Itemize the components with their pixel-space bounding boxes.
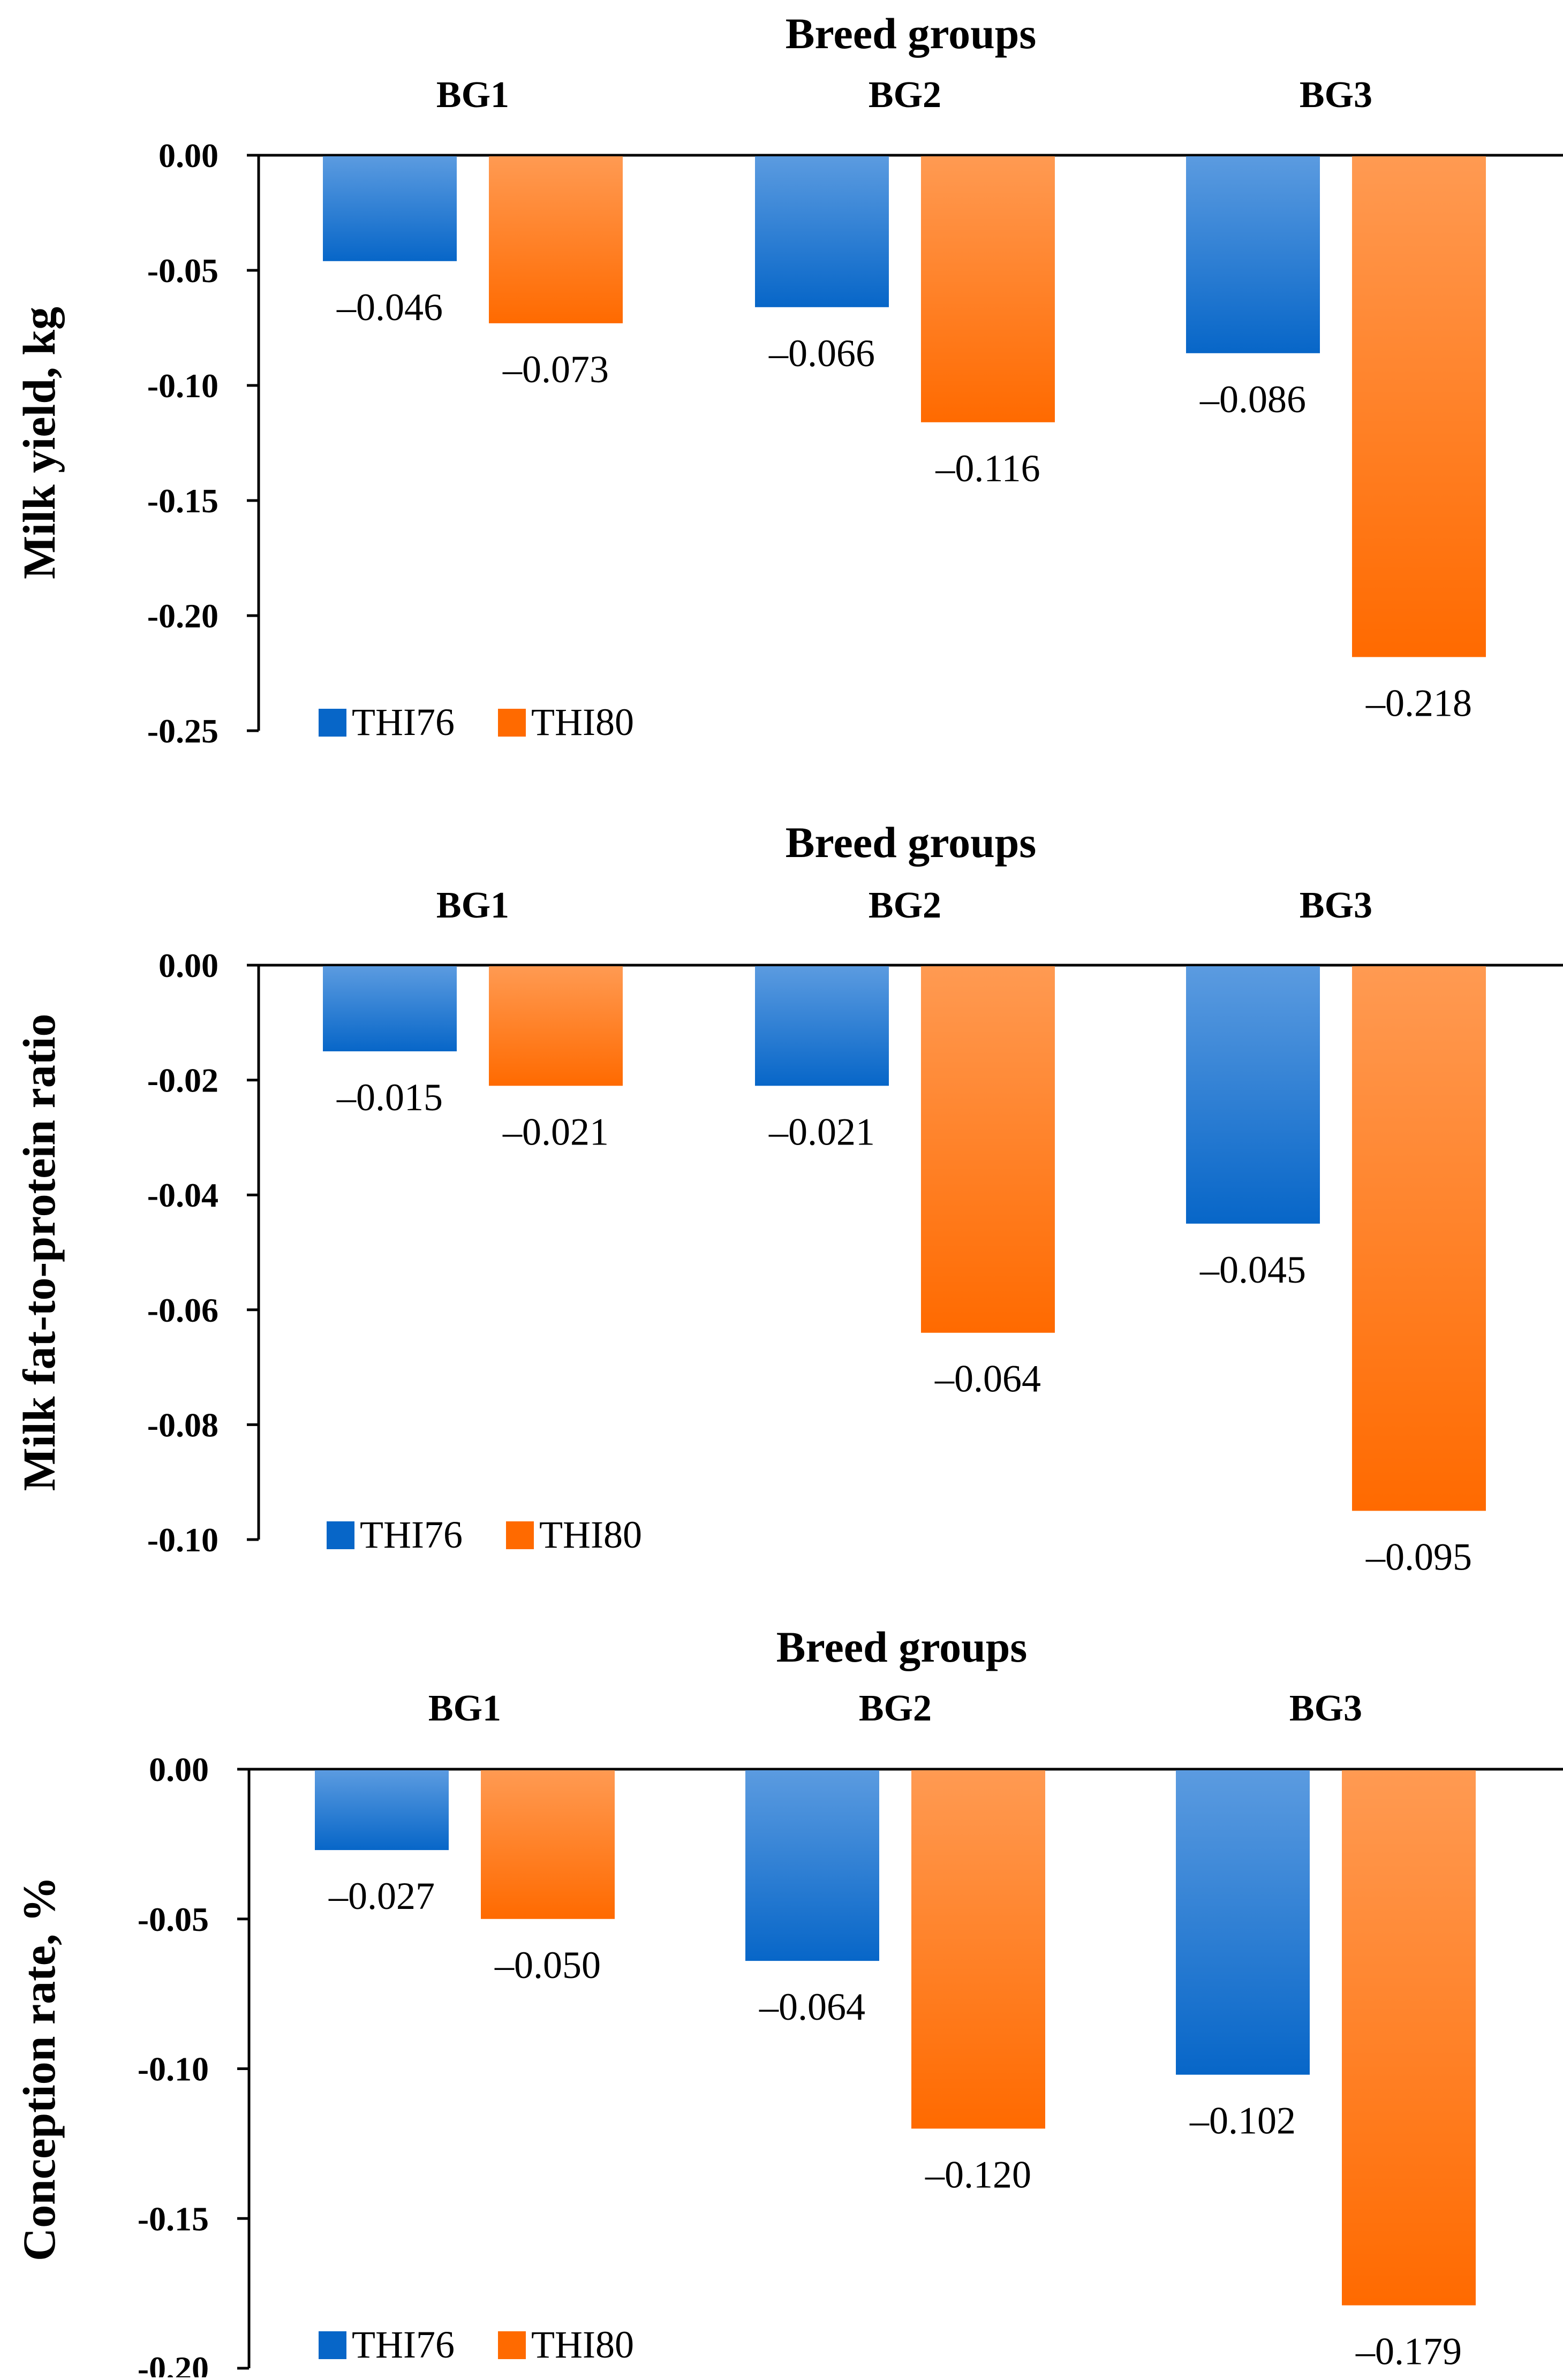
bar-thi76-bg1 [323, 966, 457, 1051]
y-tick-label: -0.20 [138, 2349, 209, 2377]
bar-thi80-bg1 [489, 966, 623, 1086]
legend-label-thi76: THI76 [352, 701, 455, 744]
category-label-bg1: BG1 [428, 1688, 501, 1729]
y-tick-label: -0.10 [138, 2050, 209, 2088]
data-label-thi76-bg1: –0.027 [328, 1875, 435, 1917]
data-label-thi80-bg1: –0.050 [494, 1944, 601, 1987]
data-label-thi80-bg1: –0.073 [502, 348, 609, 391]
category-label-bg3: BG3 [1289, 1688, 1362, 1729]
data-label-thi76-bg3: –0.045 [1199, 1248, 1306, 1291]
data-label-thi80-bg1: –0.021 [502, 1110, 609, 1153]
y-tick-label: -0.02 [147, 1062, 218, 1100]
category-label-bg2: BG2 [869, 74, 941, 116]
y-tick-label: -0.05 [138, 1900, 209, 1938]
legend-swatch-thi80 [498, 2331, 526, 2359]
bar-thi80-bg2 [921, 966, 1055, 1333]
y-axis-title: Conception rate, % [13, 1876, 65, 2261]
legend-swatch-thi80 [506, 1521, 534, 1549]
y-tick-label: 0.00 [149, 1750, 209, 1788]
bar-thi80-bg3 [1342, 1770, 1476, 2306]
y-axis-title: Milk fat-to-protein ratio [13, 1014, 65, 1491]
data-label-thi80-bg2: –0.120 [925, 2153, 1031, 2196]
data-label-thi76-bg2: –0.064 [759, 1985, 865, 2028]
bar-thi80-bg1 [489, 156, 623, 323]
data-label-thi76-bg1: –0.046 [336, 286, 443, 329]
data-label-thi80-bg2: –0.116 [935, 447, 1040, 490]
bar-thi80-bg3 [1352, 156, 1486, 657]
category-label-bg2: BG2 [859, 1688, 932, 1729]
category-label-bg3: BG3 [1300, 74, 1372, 116]
y-tick-label: -0.15 [147, 482, 218, 520]
chart-panel-1: Breed groups BG1 BG2 BG3 0.00 -0.05 -0.10 -0.15… [13, 9, 1563, 750]
chart-panel-2: Breed groups BG1 BG2 BG3 0.00 -0.02 -0.04 -0.06… [13, 818, 1563, 1578]
chart-panel-3: Breed groups BG1 BG2 BG3 0.00 -0.05 -0.10 -0.15… [13, 1623, 1563, 2380]
bar-thi76-bg2 [755, 966, 889, 1086]
chart-title: Breed groups [786, 9, 1037, 58]
data-label-thi80-bg3: –0.218 [1365, 681, 1472, 724]
y-tick-label: 0.00 [158, 946, 218, 984]
legend-label-thi80: THI80 [531, 701, 634, 744]
bar-thi80-bg2 [921, 156, 1055, 422]
data-label-thi80-bg2: –0.064 [934, 1358, 1041, 1400]
y-tick-label: -0.25 [147, 712, 218, 750]
bar-thi76-bg2 [755, 156, 889, 307]
y-tick-label: -0.10 [147, 367, 218, 405]
bar-thi76-bg1 [315, 1770, 449, 1851]
legend-swatch-thi76 [319, 2331, 346, 2359]
chart-title: Breed groups [776, 1623, 1028, 1671]
legend-swatch-thi76 [327, 1521, 354, 1549]
bar-thi76-bg3 [1186, 156, 1320, 353]
category-label-bg1: BG1 [436, 74, 509, 116]
bar-thi76-bg1 [323, 156, 457, 261]
y-tick-label: -0.20 [147, 597, 218, 635]
data-label-thi76-bg2: –0.021 [768, 1110, 875, 1153]
chart-title: Breed groups [786, 818, 1037, 867]
legend-swatch-thi80 [498, 709, 526, 737]
legend-swatch-thi76 [319, 709, 346, 737]
data-label-thi76-bg3: –0.086 [1199, 378, 1306, 421]
y-tick-label: -0.06 [147, 1291, 218, 1329]
data-label-thi76-bg3: –0.102 [1189, 2099, 1296, 2142]
y-axis-title: Milk yield, kg [13, 307, 65, 579]
bar-thi76-bg2 [745, 1770, 879, 1961]
legend-label-thi80: THI80 [531, 2323, 634, 2366]
legend-label-thi80: THI80 [539, 1513, 642, 1556]
legend-label-thi76: THI76 [360, 1513, 463, 1556]
y-tick-label: -0.04 [147, 1176, 218, 1214]
y-tick-label: -0.08 [147, 1406, 218, 1444]
bar-thi80-bg2 [911, 1770, 1045, 2129]
category-label-bg3: BG3 [1300, 885, 1372, 926]
category-label-bg2: BG2 [869, 885, 941, 926]
data-label-thi76-bg2: –0.066 [768, 332, 875, 375]
legend-label-thi76: THI76 [352, 2323, 455, 2366]
y-tick-label: 0.00 [158, 137, 218, 175]
bar-thi80-bg1 [481, 1770, 615, 1919]
y-tick-label: -0.15 [138, 2200, 209, 2238]
data-label-thi80-bg3: –0.095 [1365, 1535, 1472, 1578]
category-label-bg1: BG1 [436, 885, 509, 926]
data-label-thi80-bg3: –0.179 [1355, 2330, 1462, 2373]
y-tick-label: -0.10 [147, 1521, 218, 1559]
bar-thi80-bg3 [1352, 966, 1486, 1511]
bar-thi76-bg3 [1176, 1770, 1310, 2075]
data-label-thi76-bg1: –0.015 [336, 1076, 443, 1119]
y-tick-label: -0.05 [147, 252, 218, 290]
bar-thi76-bg3 [1186, 966, 1320, 1224]
